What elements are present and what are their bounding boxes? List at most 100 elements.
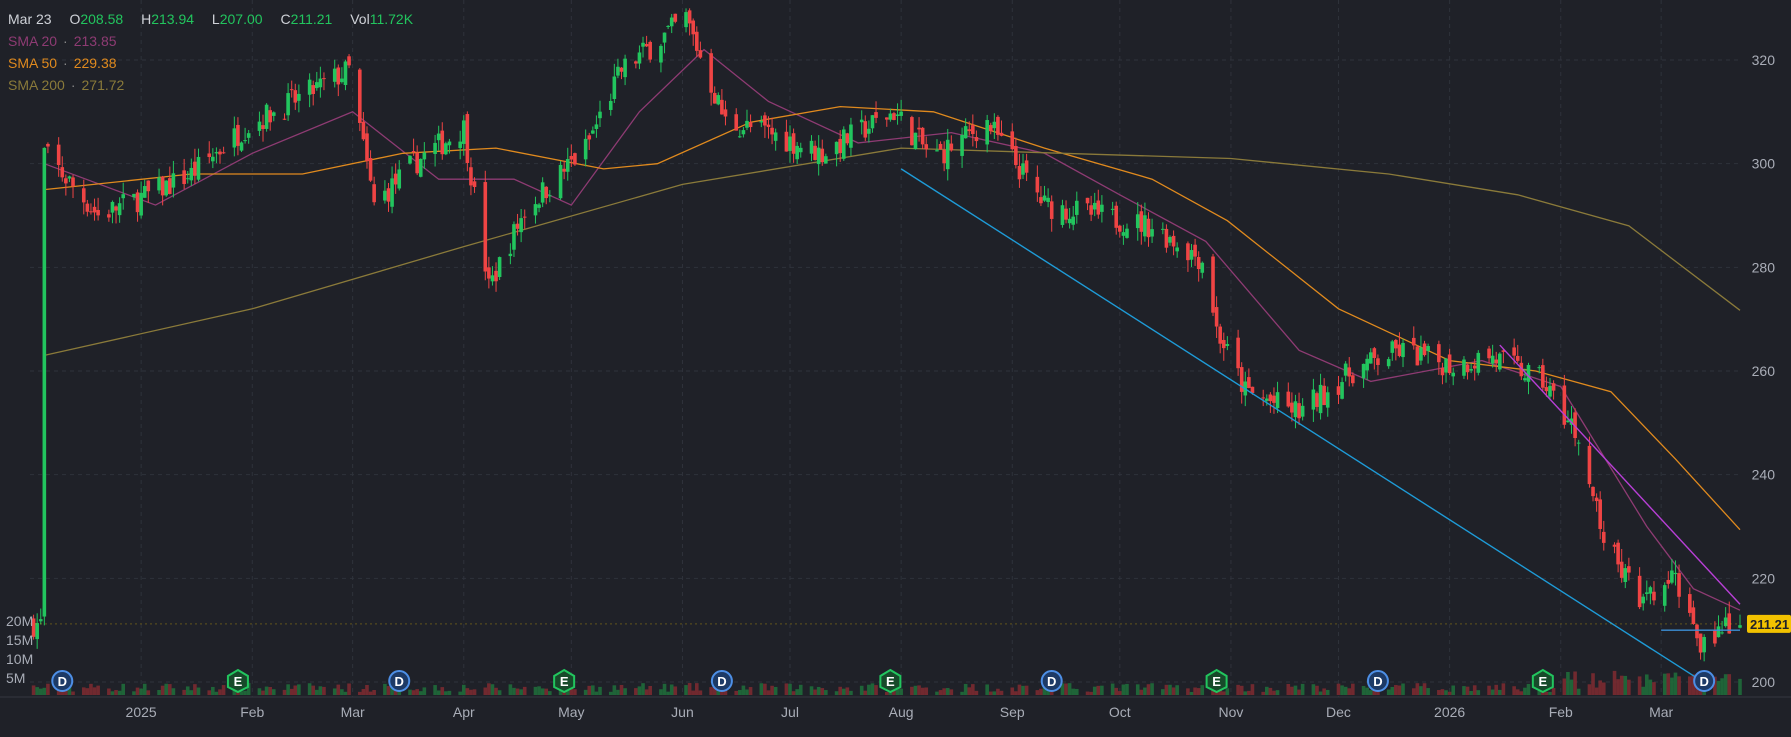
candle-body — [1494, 359, 1499, 364]
earnings-marker[interactable]: E — [226, 668, 249, 694]
volume-bar — [221, 685, 226, 695]
candle-body — [160, 176, 165, 196]
volume-bar — [1297, 689, 1301, 695]
volume-bar — [587, 685, 592, 695]
earnings-marker[interactable]: E — [553, 668, 576, 694]
candle-body — [340, 78, 344, 83]
sma200-legend[interactable]: SMA 200 · 271.72 — [8, 77, 125, 93]
sma50-legend[interactable]: SMA 50 · 229.38 — [8, 55, 117, 71]
earnings-marker[interactable]: E — [1531, 668, 1554, 694]
volume-bar — [712, 687, 717, 695]
candle-body — [874, 112, 878, 118]
volume-bar — [1444, 690, 1448, 695]
volume-bar — [942, 688, 946, 695]
volume-bar — [461, 684, 466, 695]
volume-bar — [411, 690, 416, 695]
candle-body — [1487, 348, 1491, 359]
volume-bar — [1601, 682, 1606, 695]
event-marker-label: E — [1538, 674, 1547, 689]
candle-body — [107, 214, 111, 218]
volume-tick-label: 5M — [6, 670, 25, 686]
volume-bar — [218, 689, 222, 695]
candle-body — [1060, 205, 1065, 225]
volume-bar — [340, 689, 344, 695]
price-tick-label: 320 — [1752, 52, 1776, 68]
volume-bar — [1042, 685, 1047, 695]
volume-bar — [332, 688, 337, 695]
dividend-marker[interactable]: D — [388, 670, 411, 692]
volume-bar — [938, 690, 943, 695]
dividend-marker-circle — [1366, 670, 1389, 692]
volume-bar — [874, 685, 878, 695]
volume-bar — [1644, 674, 1649, 695]
earnings-marker[interactable]: E — [1205, 668, 1228, 694]
dividend-marker[interactable]: D — [51, 670, 74, 692]
chart-grid — [30, 0, 1740, 697]
candle-body — [1221, 339, 1226, 349]
volume-bar — [1738, 678, 1742, 695]
price-axis[interactable]: 200 220 240 260 280 300 320 211.21 — [30, 52, 1791, 690]
candle-body — [1637, 575, 1642, 608]
candle-body — [1437, 344, 1441, 363]
volume-bar — [859, 685, 864, 695]
candle-body — [924, 144, 929, 150]
time-tick-label: Mar — [341, 704, 365, 720]
candle-body — [791, 133, 796, 154]
volume-bar — [974, 690, 979, 695]
candle-body — [716, 95, 721, 105]
trendlines[interactable] — [900, 168, 1741, 688]
volume-bar — [1662, 673, 1667, 695]
volume-bar — [1623, 675, 1628, 695]
volume-bar — [591, 685, 595, 695]
dividend-marker[interactable]: D — [1040, 670, 1063, 692]
dividend-marker-circle — [1693, 670, 1716, 692]
earnings-marker[interactable]: E — [879, 668, 902, 694]
volume-bar — [92, 687, 97, 695]
candle-body — [1472, 365, 1477, 369]
dividend-marker[interactable]: D — [710, 670, 733, 692]
volume-bar — [1537, 690, 1542, 695]
dividend-marker[interactable]: D — [1693, 670, 1716, 692]
volume-bar — [648, 686, 652, 695]
candle-body — [189, 167, 194, 181]
volume-bar — [899, 688, 903, 695]
candle-body — [1469, 369, 1473, 371]
high-label: H — [141, 11, 152, 27]
candle-body — [616, 66, 620, 76]
candle-body — [390, 178, 394, 207]
candle-body — [1551, 383, 1556, 391]
candle-body — [720, 99, 724, 115]
sma50-name: SMA 50 — [8, 55, 58, 71]
dividend-marker[interactable]: D — [1366, 670, 1389, 692]
volume-bar — [537, 686, 541, 695]
candle-body — [31, 618, 36, 637]
volume-bar — [397, 690, 402, 695]
volume-bar — [139, 688, 143, 695]
candle-body — [221, 152, 226, 154]
candle-body — [465, 114, 470, 163]
candle-body — [261, 125, 265, 130]
volume-bar — [870, 683, 875, 695]
candle-body — [691, 20, 696, 35]
volume-bar — [1089, 691, 1093, 695]
volume-tick-label: 10M — [6, 651, 33, 667]
candle-body — [1573, 412, 1577, 439]
candle-body — [1444, 358, 1448, 373]
volume-bar — [114, 690, 118, 695]
dividend-marker-circle — [51, 670, 74, 692]
candle-body — [135, 192, 140, 213]
candle-body — [741, 130, 746, 135]
candle-body — [289, 89, 294, 91]
candle-body — [899, 111, 903, 116]
time-axis[interactable]: 2025 Feb Mar Apr May Jun Jul Aug Sep Oct Nov Dec 202… — [0, 696, 1791, 720]
candle-body — [1186, 243, 1190, 261]
candle-body — [1594, 497, 1599, 502]
candle-body — [1376, 358, 1380, 365]
volume-bar — [322, 686, 326, 695]
sma20-legend[interactable]: SMA 20 · 213.85 — [8, 33, 117, 49]
candle-body — [236, 124, 240, 146]
candle-body — [397, 169, 402, 189]
price-tick-label: 200 — [1752, 674, 1776, 690]
